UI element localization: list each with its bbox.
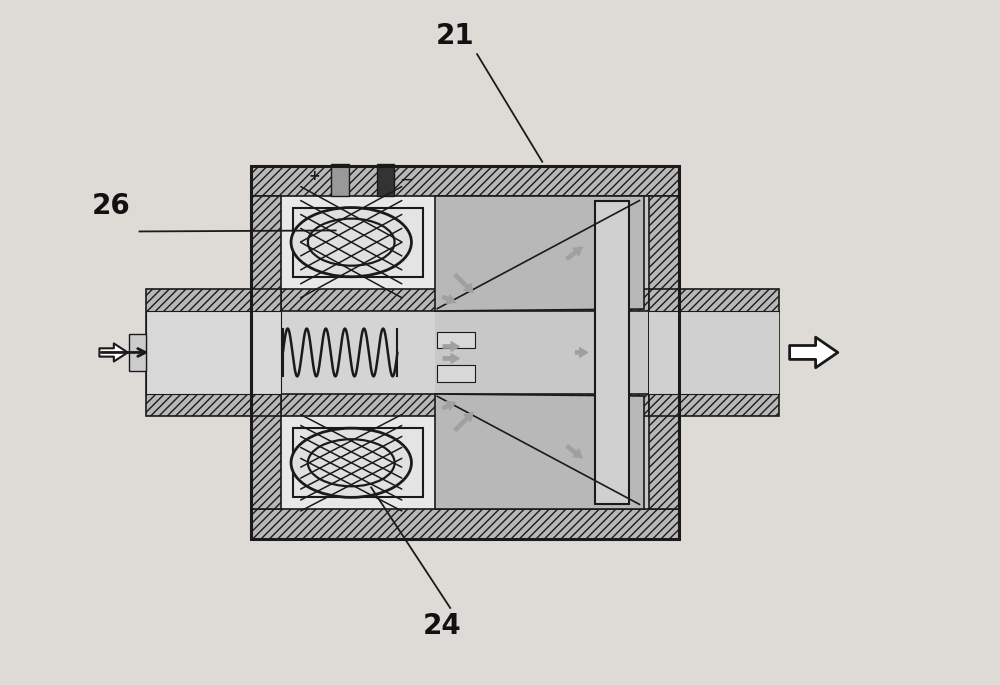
Text: −: − [399, 171, 413, 188]
FancyArrowPatch shape [790, 337, 838, 368]
FancyArrowPatch shape [566, 445, 582, 458]
Bar [251, 196, 281, 310]
Bar [649, 310, 779, 395]
Text: +: + [309, 169, 321, 183]
FancyArrowPatch shape [454, 412, 473, 432]
FancyArrowPatch shape [566, 247, 582, 260]
Bar [437, 365, 475, 382]
FancyArrowPatch shape [442, 401, 456, 410]
Bar [251, 395, 281, 510]
Polygon shape [435, 196, 644, 310]
Bar [251, 510, 679, 539]
FancyArrowPatch shape [99, 343, 128, 362]
Text: 26: 26 [92, 192, 131, 219]
Bar [293, 428, 423, 497]
Ellipse shape [291, 428, 411, 497]
Ellipse shape [291, 208, 411, 277]
Bar [649, 196, 679, 510]
Bar [146, 288, 281, 416]
FancyArrowPatch shape [575, 347, 588, 358]
FancyArrowPatch shape [443, 353, 459, 363]
FancyArrowPatch shape [443, 342, 459, 351]
Bar [281, 310, 649, 395]
FancyArrowPatch shape [442, 295, 456, 303]
Bar [281, 196, 649, 510]
Text: 21: 21 [436, 22, 474, 50]
Bar [595, 201, 629, 504]
Bar [293, 208, 423, 277]
Polygon shape [435, 395, 644, 510]
Bar [377, 164, 394, 196]
Bar [435, 196, 649, 510]
Bar [281, 288, 649, 310]
FancyArrowPatch shape [454, 273, 473, 292]
Text: 24: 24 [423, 612, 462, 640]
Bar [649, 288, 779, 416]
Bar [251, 166, 679, 196]
Bar [251, 166, 679, 539]
Bar [146, 310, 281, 395]
Bar [331, 164, 349, 196]
Bar [281, 395, 649, 416]
Bar [437, 332, 475, 348]
Bar [129, 334, 146, 371]
